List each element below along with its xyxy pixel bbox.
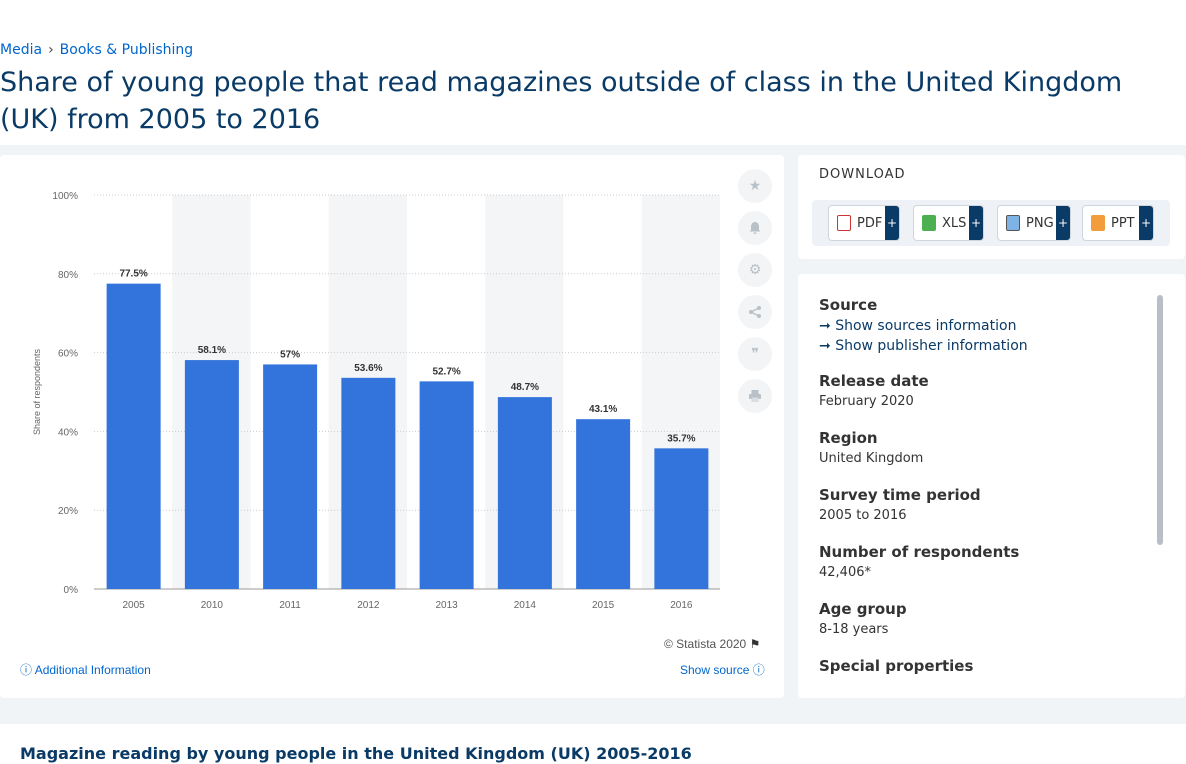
y-tick-label: 60%	[58, 349, 78, 360]
source-heading: Source	[819, 296, 878, 314]
x-tick-label: 2016	[670, 600, 693, 611]
print-icon[interactable]	[738, 379, 772, 413]
breadcrumb-media-link[interactable]: Media	[0, 42, 43, 58]
favorite-star-icon[interactable]: ★	[738, 169, 772, 203]
description-title: Magazine reading by young people in the …	[20, 744, 692, 763]
data-label: 53.6%	[354, 363, 382, 374]
x-tick-label: 2011	[279, 600, 301, 611]
download-xls-button[interactable]: XLS +	[913, 205, 984, 241]
download-xls-plus[interactable]: +	[969, 206, 983, 240]
region-heading: Region	[819, 429, 878, 447]
download-pdf-button[interactable]: PDF +	[828, 205, 900, 241]
header-area	[0, 0, 1186, 145]
bar-2016	[654, 448, 709, 589]
release-date-value: February 2020	[819, 394, 914, 409]
arrow-right-icon: ➞	[819, 318, 831, 334]
data-label: 43.1%	[589, 404, 617, 415]
download-png-button[interactable]: PNG +	[997, 205, 1071, 241]
flag-icon[interactable]: ⚑	[749, 637, 761, 651]
download-buttons: PDF + XLS + PNG + PPT +	[812, 200, 1170, 246]
share-icon[interactable]	[738, 295, 772, 329]
download-ppt-label: PPT	[1111, 215, 1135, 231]
download-xls-label: XLS	[942, 215, 967, 231]
additional-information-link[interactable]: ⓘ Additional Information	[20, 661, 151, 678]
arrow-right-icon: ➞	[819, 338, 831, 354]
data-label: 57%	[280, 349, 300, 360]
notification-bell-icon[interactable]	[738, 211, 772, 245]
data-label: 35.7%	[667, 433, 695, 444]
info-scrollbar[interactable]	[1157, 295, 1163, 545]
download-pdf-plus[interactable]: +	[885, 206, 899, 240]
data-label: 48.7%	[511, 382, 539, 393]
x-tick-label: 2015	[592, 600, 615, 611]
bar-2010	[184, 360, 239, 589]
show-source-label: Show source	[680, 663, 750, 677]
chart-card: 0% 20% 40% 60% 80% 100% Share of respondents 77…	[0, 155, 784, 698]
download-card: DOWNLOAD PDF + XLS + PNG + PPT +	[798, 155, 1185, 259]
x-tick-label: 2012	[357, 600, 380, 611]
copyright-label: © Statista 2020	[664, 637, 747, 651]
download-pdf-label: PDF	[857, 215, 883, 231]
download-png-plus[interactable]: +	[1056, 206, 1070, 240]
info-circle-icon: ⓘ	[20, 663, 33, 677]
age-group-value: 8-18 years	[819, 622, 889, 637]
age-group-heading: Age group	[819, 600, 907, 618]
survey-period-value: 2005 to 2016	[819, 508, 907, 523]
statistic-info-card: Source ➞ Show sources information ➞ Show…	[798, 274, 1185, 698]
copyright-text: © Statista 2020 ⚑	[664, 637, 760, 651]
bar-2012	[341, 377, 396, 589]
download-ppt-button[interactable]: PPT +	[1082, 205, 1154, 241]
bar-2015	[576, 419, 631, 589]
show-sources-link[interactable]: ➞ Show sources information	[819, 318, 1149, 334]
chart-tools: ★ ⚙ ❞	[738, 169, 772, 421]
data-label: 58.1%	[198, 345, 226, 356]
y-tick-label: 80%	[58, 270, 78, 281]
y-tick-label: 20%	[58, 506, 78, 517]
bar-2014	[497, 397, 552, 589]
info-circle-icon: ⓘ	[752, 663, 765, 677]
bar-2013	[419, 381, 474, 589]
x-tick-label: 2013	[436, 600, 459, 611]
release-date-heading: Release date	[819, 372, 929, 390]
breadcrumb: Media › Books & Publishing	[0, 42, 193, 58]
y-tick-label: 40%	[58, 427, 78, 438]
xls-file-icon	[922, 215, 936, 231]
x-tick-label: 2005	[123, 600, 146, 611]
show-publisher-link[interactable]: ➞ Show publisher information	[819, 338, 1149, 354]
x-tick-label: 2014	[514, 600, 537, 611]
respondents-heading: Number of respondents	[819, 543, 1020, 561]
download-ppt-plus[interactable]: +	[1139, 206, 1153, 240]
show-source-link[interactable]: Show source ⓘ	[680, 661, 765, 678]
show-sources-label: Show sources information	[835, 318, 1017, 334]
download-png-label: PNG	[1026, 215, 1054, 231]
ppt-file-icon	[1091, 215, 1105, 231]
y-axis-label: Share of respondents	[32, 348, 42, 435]
settings-gear-icon[interactable]: ⚙	[738, 253, 772, 287]
additional-information-label: Additional Information	[34, 663, 151, 677]
y-tick-label: 0%	[64, 585, 79, 596]
breadcrumb-books-link[interactable]: Books & Publishing	[59, 42, 194, 58]
pdf-file-icon	[837, 215, 851, 231]
png-file-icon	[1006, 215, 1020, 231]
region-value: United Kingdom	[819, 451, 924, 466]
data-label: 77.5%	[119, 269, 147, 280]
show-publisher-label: Show publisher information	[835, 338, 1028, 354]
breadcrumb-separator: ›	[48, 42, 54, 58]
data-label: 52.7%	[432, 366, 460, 377]
x-tick-label: 2010	[201, 600, 224, 611]
survey-period-heading: Survey time period	[819, 486, 981, 504]
citation-quote-icon[interactable]: ❞	[738, 337, 772, 371]
bar-2005	[106, 283, 161, 589]
special-properties-heading: Special properties	[819, 657, 974, 675]
respondents-value: 42,406*	[819, 565, 871, 580]
bar-chart: 0% 20% 40% 60% 80% 100% Share of respondents 77…	[32, 191, 720, 611]
y-tick-label: 100%	[52, 191, 78, 202]
page-title: Share of young people that read magazine…	[0, 67, 1123, 135]
download-title: DOWNLOAD	[819, 167, 906, 182]
bar-2011	[263, 364, 318, 589]
description-card: Magazine reading by young people in the …	[0, 724, 1186, 764]
